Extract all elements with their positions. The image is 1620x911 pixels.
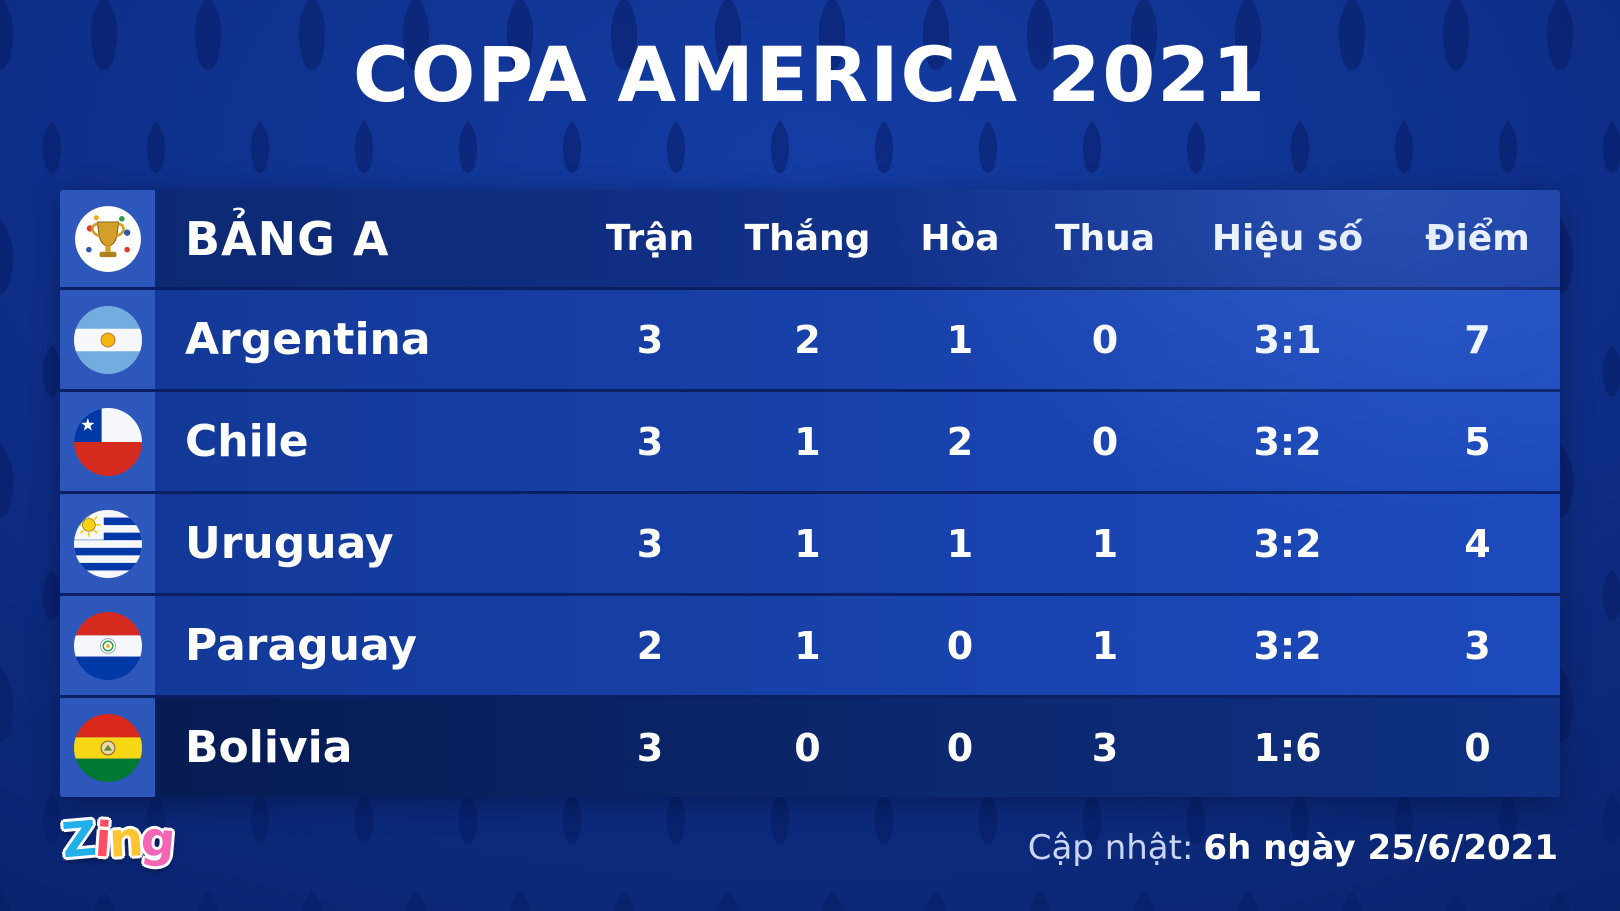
stat-drawn: 0 [946,623,974,668]
zing-logo-letter: n [107,811,143,869]
stat-goal-difference: 3:2 [1253,521,1322,566]
page-title: COPA AMERICA 2021 [352,30,1268,119]
stat-won: 1 [794,419,821,464]
team-name: Paraguay [185,620,417,671]
uruguay-flag-icon [73,509,142,578]
stat-won: 1 [794,521,821,566]
stat-won: 2 [794,317,821,362]
stat-points: 5 [1464,419,1491,464]
table-row-chile: Chile 3 1 2 0 3:2 5 [60,389,1560,491]
stat-lost: 0 [1091,317,1119,362]
stat-played: 2 [636,623,664,668]
stat-drawn: 0 [946,725,974,770]
chile-flag-icon [73,407,142,476]
stat-points: 4 [1464,521,1491,566]
column-header-lost: Thua [1054,218,1156,259]
stat-played: 3 [636,317,664,362]
table-row-bolivia: Bolivia 3 0 0 3 1:6 0 [60,695,1560,797]
header-logo-cell [60,190,155,287]
stat-drawn: 1 [946,521,974,566]
copa-america-trophy-logo-icon [74,205,142,273]
team-name: Argentina [185,314,431,365]
flag-cell [60,290,155,389]
column-header-drawn: Hòa [920,218,1000,259]
column-header-won: Thắng [744,218,871,259]
table-row-paraguay: Paraguay 2 1 0 1 3:2 3 [60,593,1560,695]
flag-cell [60,698,155,797]
team-name: Uruguay [185,518,394,569]
stat-drawn: 2 [946,419,974,464]
stat-lost: 3 [1091,725,1119,770]
group-label: BẢNG A [185,211,390,266]
stat-lost: 1 [1091,623,1119,668]
stat-played: 3 [636,419,664,464]
stat-goal-difference: 3:2 [1253,419,1322,464]
update-timestamp: Cập nhật: 6h ngày 25/6/2021 [1028,828,1558,868]
column-header-played: Trận [605,218,695,259]
standings-table: BẢNG A Trận Thắng Hòa Thua Hiệu số Điểm [60,190,1560,797]
update-date: 6h ngày 25/6/2021 [1203,828,1558,868]
stat-points: 0 [1464,725,1491,770]
column-header-goal-difference: Hiệu số [1211,218,1364,259]
stat-points: 3 [1464,623,1491,668]
team-name: Bolivia [185,722,353,773]
stat-won: 0 [794,725,821,770]
table-row-uruguay: Uruguay 3 1 1 1 3:2 4 [60,491,1560,593]
stat-lost: 1 [1091,521,1119,566]
flag-cell [60,596,155,695]
argentina-flag-icon [73,305,142,374]
stat-played: 3 [636,521,664,566]
stat-goal-difference: 3:1 [1253,317,1322,362]
column-header-points: Điểm [1425,218,1530,259]
table-header-row: BẢNG A Trận Thắng Hòa Thua Hiệu số Điểm [60,190,1560,287]
zing-logo-letter: Z [59,810,98,870]
stat-lost: 0 [1091,419,1119,464]
table-row-argentina: Argentina 3 2 1 0 3:1 7 [60,287,1560,389]
team-name: Chile [185,416,309,467]
flag-cell [60,494,155,593]
stat-won: 1 [794,623,821,668]
stat-goal-difference: 3:2 [1253,623,1322,668]
bolivia-flag-icon [73,713,142,782]
stat-goal-difference: 1:6 [1253,725,1322,770]
stat-played: 3 [636,725,664,770]
stat-drawn: 1 [946,317,974,362]
paraguay-flag-icon [73,611,142,680]
update-label: Cập nhật: [1027,828,1194,868]
zing-logo: Zing [59,810,177,870]
stat-points: 7 [1464,317,1491,362]
zing-logo-letter: g [139,810,177,870]
flag-cell [60,392,155,491]
